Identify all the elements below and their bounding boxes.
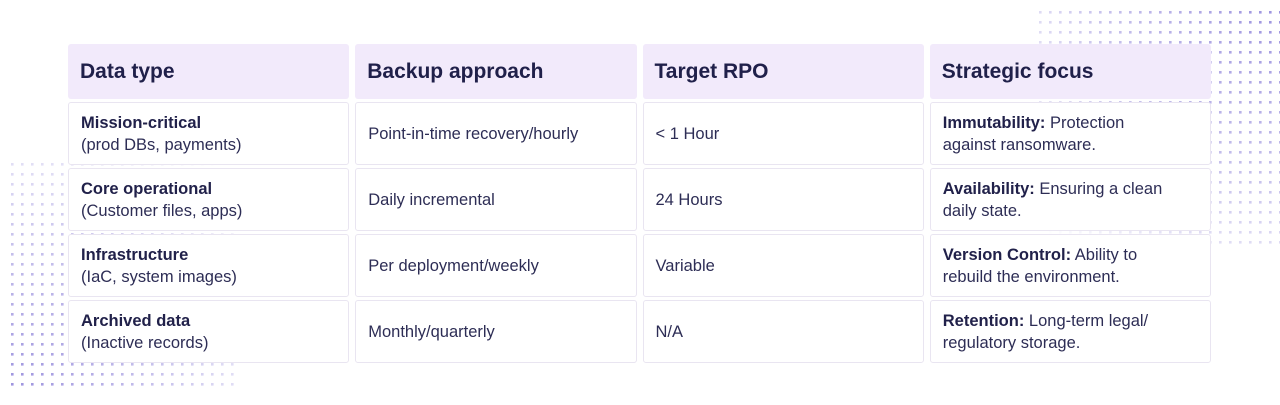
backup-approach-value: Daily incremental (368, 190, 495, 209)
backup-approach-value: Point-in-time recovery/hourly (368, 124, 579, 143)
target-rpo-value: N/A (655, 322, 684, 341)
column-header-strategic-focus: Strategic focus (929, 44, 1211, 99)
cell-target-rpo: N/A (642, 300, 924, 363)
strategic-focus-text: Retention: Long-term legal/​regulatory s… (943, 310, 1175, 354)
column-header-data-type: Data type (68, 44, 350, 99)
cell-backup-approach: Monthly/quarterly (355, 300, 637, 363)
cell-strategic-focus: Immutability: Protection against ransomw… (929, 102, 1211, 165)
cell-target-rpo: < 1 Hour (642, 102, 924, 165)
cell-target-rpo: Variable (642, 234, 924, 297)
strategic-focus-lead: Retention: (942, 311, 1025, 330)
strategic-focus-lead: Availability: (942, 179, 1035, 198)
strategic-focus-lead: Version Control: (942, 245, 1072, 264)
data-type-title: Infrastructure (81, 245, 189, 264)
cell-backup-approach: Per deployment/weekly (355, 234, 637, 297)
column-header-backup-approach: Backup approach (355, 44, 637, 99)
strategic-focus-text: Immutability: Protection against ransomw… (943, 112, 1175, 156)
strategic-focus-text: Version Control: Ability to rebuild the … (943, 244, 1175, 288)
data-type-subtitle: (Inactive records) (81, 333, 209, 352)
strategic-focus-text: Availability: Ensuring a clean daily sta… (943, 178, 1175, 222)
cell-target-rpo: 24 Hours (642, 168, 924, 231)
backup-approach-value: Per deployment/weekly (368, 256, 539, 275)
cell-backup-approach: Point-in-time recovery/hourly (355, 102, 637, 165)
strategic-focus-rest: Long-term legal/​regulatory storage. (942, 311, 1149, 352)
target-rpo-value: < 1 Hour (655, 124, 720, 143)
target-rpo-value: 24 Hours (655, 190, 723, 209)
backup-strategy-table: Data type Backup approach Target RPO Str… (68, 44, 1211, 363)
strategic-focus-lead: Immutability: (942, 113, 1046, 132)
strategic-focus-rest: Ensuring a clean daily state. (942, 179, 1163, 220)
data-type-subtitle: (Customer files, apps) (81, 201, 243, 220)
cell-data-type: Core operational (Customer files, apps) (68, 168, 350, 231)
data-type-subtitle: (IaC, system images) (81, 267, 237, 286)
data-type-title: Archived data (81, 311, 191, 330)
strategic-focus-rest: Ability to rebuild the environment. (942, 245, 1138, 286)
cell-data-type: Infrastructure (IaC, system images) (68, 234, 350, 297)
column-header-target-rpo: Target RPO (642, 44, 924, 99)
backup-approach-value: Monthly/quarterly (368, 322, 495, 341)
cell-strategic-focus: Retention: Long-term legal/​regulatory s… (929, 300, 1211, 363)
cell-strategic-focus: Availability: Ensuring a clean daily sta… (929, 168, 1211, 231)
data-type-title: Core operational (81, 179, 213, 198)
cell-backup-approach: Daily incremental (355, 168, 637, 231)
data-type-title: Mission-critical (81, 113, 202, 132)
target-rpo-value: Variable (655, 256, 715, 275)
cell-data-type: Mission-critical (prod DBs, payments) (68, 102, 350, 165)
strategic-focus-rest: Protection against ransomware. (942, 113, 1125, 154)
data-type-subtitle: (prod DBs, payments) (81, 135, 242, 154)
cell-strategic-focus: Version Control: Ability to rebuild the … (929, 234, 1211, 297)
cell-data-type: Archived data (Inactive records) (68, 300, 350, 363)
